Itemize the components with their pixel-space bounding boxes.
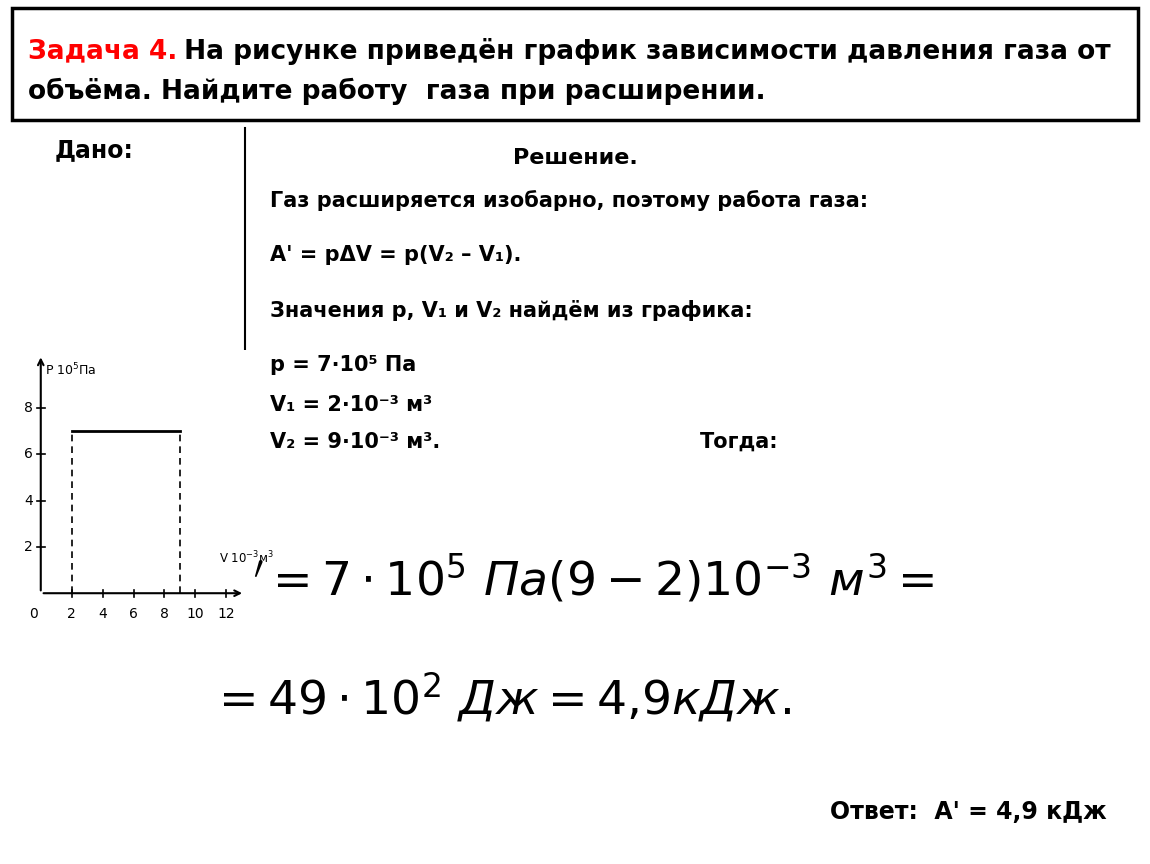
Text: 12: 12 — [217, 607, 235, 621]
Bar — [12, 8, 1138, 120]
Text: объёма. Найдите работу  газа при расширении.: объёма. Найдите работу газа при расширен… — [28, 78, 766, 105]
Text: Решение.: Решение. — [513, 148, 637, 168]
Text: V 10$^{-3}$м$^{3}$: V 10$^{-3}$м$^{3}$ — [218, 550, 274, 567]
Text: 4: 4 — [98, 607, 107, 621]
Text: 2: 2 — [68, 607, 76, 621]
Text: 8: 8 — [160, 607, 169, 621]
Text: р = 7·10⁵ Па: р = 7·10⁵ Па — [270, 355, 416, 375]
Text: 2: 2 — [24, 540, 33, 554]
Text: $= 49 \cdot 10^2\ \mathit{Дж} = 4{,}9\mathit{кДж}.$: $= 49 \cdot 10^2\ \mathit{Дж} = 4{,}9\ma… — [209, 670, 791, 724]
Text: Дано:: Дано: — [55, 138, 133, 162]
Text: Газ расширяется изобарно, поэтому работа газа:: Газ расширяется изобарно, поэтому работа… — [270, 190, 868, 211]
Text: 6: 6 — [129, 607, 138, 621]
Text: P 10$^{5}$Па: P 10$^{5}$Па — [45, 361, 97, 378]
Text: А' = рΔV = р(V₂ – V₁).: А' = рΔV = р(V₂ – V₁). — [270, 245, 521, 265]
Text: $\mathit{A'} = 7 \cdot 10^5\ \mathit{Па}(9-2)10^{-3}\ \mathit{м}^3 =$: $\mathit{A'} = 7 \cdot 10^5\ \mathit{Па}… — [215, 552, 935, 605]
Text: V₂ = 9·10⁻³ м³.: V₂ = 9·10⁻³ м³. — [270, 432, 440, 452]
Text: 8: 8 — [24, 401, 33, 415]
Text: Ответ:  А' = 4,9 кДж: Ответ: А' = 4,9 кДж — [830, 800, 1106, 824]
Text: Найти: А' -?: Найти: А' -? — [55, 498, 204, 518]
Text: 0: 0 — [29, 607, 38, 621]
Text: 10: 10 — [186, 607, 205, 621]
Text: Тогда:: Тогда: — [700, 432, 779, 452]
Text: 6: 6 — [24, 448, 33, 461]
Text: V₁ = 2·10⁻³ м³: V₁ = 2·10⁻³ м³ — [270, 395, 432, 415]
Text: Значения р, V₁ и V₂ найдём из графика:: Значения р, V₁ и V₂ найдём из графика: — [270, 300, 753, 321]
Text: Задача 4.: Задача 4. — [28, 38, 177, 64]
Text: 4: 4 — [24, 493, 33, 507]
Text: На рисунке приведён график зависимости давления газа от: На рисунке приведён график зависимости д… — [175, 38, 1111, 65]
